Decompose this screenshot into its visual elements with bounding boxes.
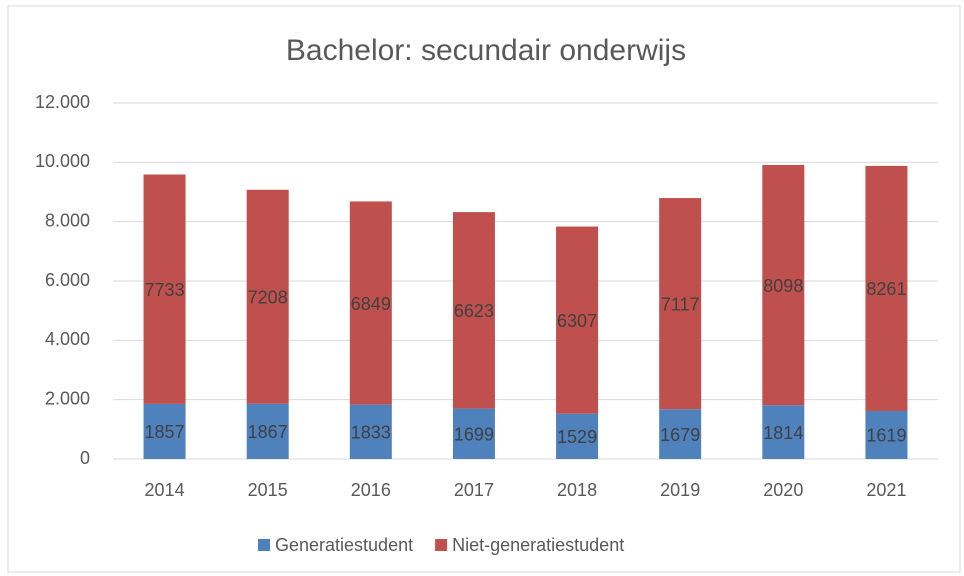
x-tick-label: 2020 <box>763 480 803 500</box>
bar-segment <box>762 164 805 406</box>
data-label: 1867 <box>248 422 288 442</box>
data-label: 6849 <box>351 294 391 314</box>
y-tick-label: 12.000 <box>35 92 90 112</box>
legend-swatch <box>258 539 270 551</box>
data-label: 6623 <box>454 301 494 321</box>
y-tick-label: 8.000 <box>45 210 90 230</box>
x-tick-label: 2017 <box>454 480 494 500</box>
bar-segment <box>762 405 805 459</box>
bar-segment <box>246 403 289 459</box>
bar-segment <box>865 165 908 411</box>
bar-segment <box>452 408 495 459</box>
data-label: 1699 <box>454 425 494 445</box>
x-tick-label: 2014 <box>145 480 185 500</box>
bar-segment <box>556 413 599 459</box>
x-tick-label: 2015 <box>248 480 288 500</box>
bar-segment <box>349 201 392 405</box>
x-tick-label: 2021 <box>866 480 906 500</box>
chart-title: Bachelor: secundair onderwijs <box>286 34 686 67</box>
y-tick-label: 10.000 <box>35 151 90 171</box>
bar-segment <box>143 403 186 459</box>
x-tick-label: 2018 <box>557 480 597 500</box>
legend-swatch <box>435 539 448 551</box>
bar-segment <box>143 174 186 404</box>
bar-segment <box>556 226 599 414</box>
x-tick-label: 2019 <box>660 480 700 500</box>
data-label: 8098 <box>763 276 803 296</box>
data-label: 1857 <box>145 422 185 442</box>
data-label: 7117 <box>661 294 700 314</box>
data-label: 8261 <box>866 279 906 299</box>
bar-segment <box>865 410 908 459</box>
x-tick-label: 2016 <box>351 480 391 500</box>
bar-segment <box>659 198 702 410</box>
data-label: 1529 <box>557 427 597 447</box>
data-label: 7733 <box>145 280 185 300</box>
legend-label: Niet-generatiestudent <box>452 535 624 555</box>
bar-segment <box>349 404 392 459</box>
data-label: 1814 <box>763 423 803 443</box>
bar-segment <box>246 189 289 404</box>
legend-label: Generatiestudent <box>275 535 413 555</box>
data-label: 6307 <box>557 311 597 331</box>
bar-segment <box>659 409 702 459</box>
y-tick-label: 2.000 <box>45 388 90 408</box>
data-label: 1679 <box>660 425 700 445</box>
data-label: 1619 <box>866 426 906 446</box>
data-label: 1833 <box>351 423 391 443</box>
y-tick-label: 4.000 <box>45 329 90 349</box>
y-tick-label: 0 <box>80 448 90 468</box>
y-tick-label: 6.000 <box>45 270 90 290</box>
data-label: 7208 <box>248 287 288 307</box>
bar-segment <box>452 212 495 409</box>
